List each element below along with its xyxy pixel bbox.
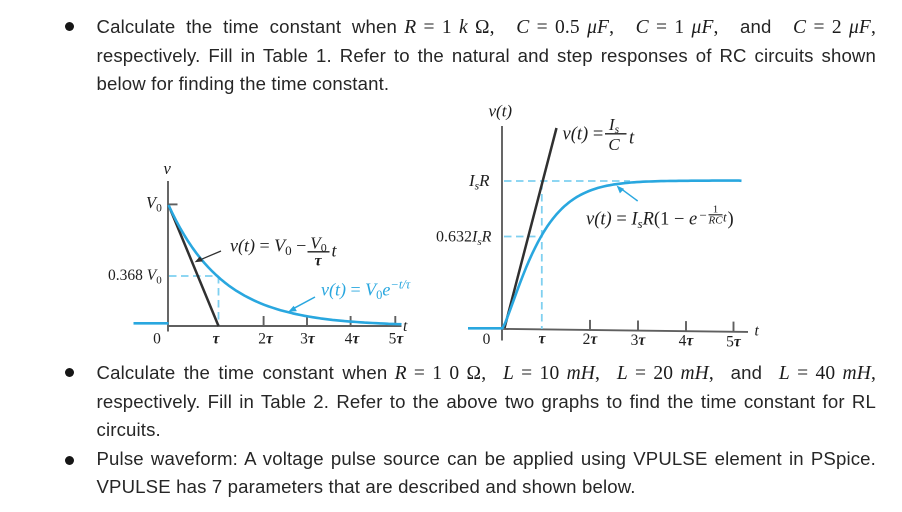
svg-text:v(t) = V0 −: v(t) = V0 − bbox=[230, 236, 306, 259]
svg-text:τ: τ bbox=[213, 331, 221, 348]
svg-text:3τ: 3τ bbox=[300, 331, 316, 348]
svg-text:5τ: 5τ bbox=[389, 331, 405, 348]
svg-text:5τ: 5τ bbox=[726, 333, 742, 350]
svg-text:3τ: 3τ bbox=[631, 332, 647, 349]
svg-text:τ: τ bbox=[539, 331, 547, 348]
svg-text:V0: V0 bbox=[146, 193, 162, 215]
svg-text:v(t) =: v(t) = bbox=[563, 125, 604, 145]
svg-text:4τ: 4τ bbox=[345, 331, 361, 348]
svg-text:Is: Is bbox=[608, 115, 620, 136]
svg-text:t: t bbox=[629, 129, 635, 149]
svg-text:4τ: 4τ bbox=[679, 333, 695, 350]
svg-text:t: t bbox=[723, 210, 727, 225]
svg-text:2τ: 2τ bbox=[258, 331, 274, 348]
svg-text:τ: τ bbox=[314, 253, 322, 270]
svg-text:t: t bbox=[332, 241, 338, 261]
svg-text:t: t bbox=[403, 318, 408, 335]
svg-text:v(t) = V0e−t/τ: v(t) = V0e−t/τ bbox=[321, 278, 411, 303]
svg-text:0: 0 bbox=[483, 331, 491, 348]
svg-text:−: − bbox=[700, 208, 707, 223]
svg-text:IsR: IsR bbox=[468, 171, 490, 193]
svg-text:v: v bbox=[164, 159, 172, 178]
svg-text:v(t): v(t) bbox=[489, 102, 513, 121]
svg-text:0.368 V0: 0.368 V0 bbox=[108, 267, 162, 287]
svg-text:0: 0 bbox=[153, 331, 161, 348]
svg-text:C: C bbox=[608, 135, 620, 154]
svg-text:RC: RC bbox=[707, 215, 723, 227]
svg-text:1: 1 bbox=[713, 204, 719, 216]
svg-text:): ) bbox=[728, 210, 734, 230]
svg-text:v(t) = IsR(1 − e: v(t) = IsR(1 − e bbox=[586, 210, 697, 232]
svg-text:t: t bbox=[755, 322, 760, 339]
svg-text:0.632IsR: 0.632IsR bbox=[436, 229, 492, 249]
svg-text:2τ: 2τ bbox=[583, 331, 599, 348]
